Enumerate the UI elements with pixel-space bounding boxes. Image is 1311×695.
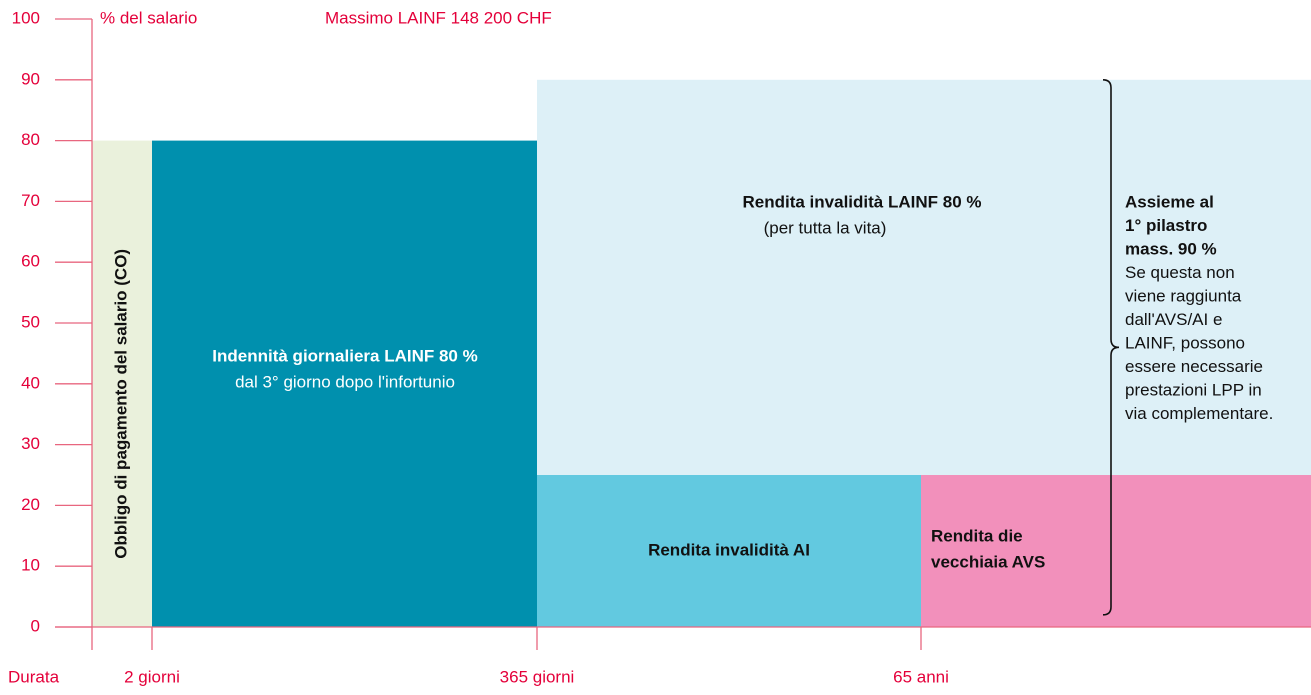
block-title: Rendita invalidità LAINF 80 % bbox=[743, 192, 982, 211]
note-text: prestazioni LPP in bbox=[1125, 380, 1262, 399]
note-text: essere necessarie bbox=[1125, 357, 1263, 376]
block-title: Rendita invalidità AI bbox=[648, 540, 810, 559]
x-tick-label: 2 giorni bbox=[124, 667, 180, 686]
y-tick-label: 80 bbox=[21, 130, 40, 149]
note-bold: Assieme al bbox=[1125, 192, 1214, 211]
note-text: viene raggiunta bbox=[1125, 286, 1242, 305]
brace bbox=[1102, 79, 1120, 616]
y-axis-label: % del salario bbox=[100, 8, 197, 27]
block-title: Indennità giornaliera LAINF 80 % bbox=[212, 346, 477, 365]
block-title: vecchiaia AVS bbox=[931, 552, 1045, 571]
x-axis-label: Durata bbox=[8, 667, 60, 686]
note-text: Se questa non bbox=[1125, 263, 1235, 282]
y-tick-label: 70 bbox=[21, 191, 40, 210]
block bbox=[537, 79, 1311, 476]
x-tick-label: 65 anni bbox=[893, 667, 949, 686]
x-tick-label: 365 giorni bbox=[500, 667, 575, 686]
y-tick-label: 30 bbox=[21, 434, 40, 453]
y-tick-label: 90 bbox=[21, 69, 40, 88]
annotation: Massimo LAINF 148 200 CHF bbox=[325, 8, 552, 27]
note-text: via complementare. bbox=[1125, 404, 1273, 423]
y-tick-label: 10 bbox=[21, 556, 40, 575]
block bbox=[921, 475, 1311, 627]
block bbox=[152, 140, 537, 627]
y-tick-label: 20 bbox=[21, 495, 40, 514]
note-bold: mass. 90 % bbox=[1125, 239, 1217, 258]
note-text: dall'AVS/AI e bbox=[1125, 310, 1222, 329]
block-title: Obbligo di pagamento del salario (CO) bbox=[111, 249, 130, 559]
y-tick-label: 100 bbox=[12, 8, 40, 27]
y-tick-label: 60 bbox=[21, 252, 40, 271]
block-subtitle: dal 3° giorno dopo l'infortunio bbox=[235, 372, 455, 391]
block bbox=[92, 140, 152, 627]
y-tick-label: 0 bbox=[31, 616, 40, 635]
note-text: LAINF, possono bbox=[1125, 333, 1245, 352]
note-bold: 1° pilastro bbox=[1125, 216, 1207, 235]
block-subtitle: (per tutta la vita) bbox=[764, 218, 887, 237]
y-tick-label: 40 bbox=[21, 373, 40, 392]
y-tick-label: 50 bbox=[21, 312, 40, 331]
block-title: Rendita die bbox=[931, 526, 1023, 545]
block bbox=[537, 475, 921, 627]
